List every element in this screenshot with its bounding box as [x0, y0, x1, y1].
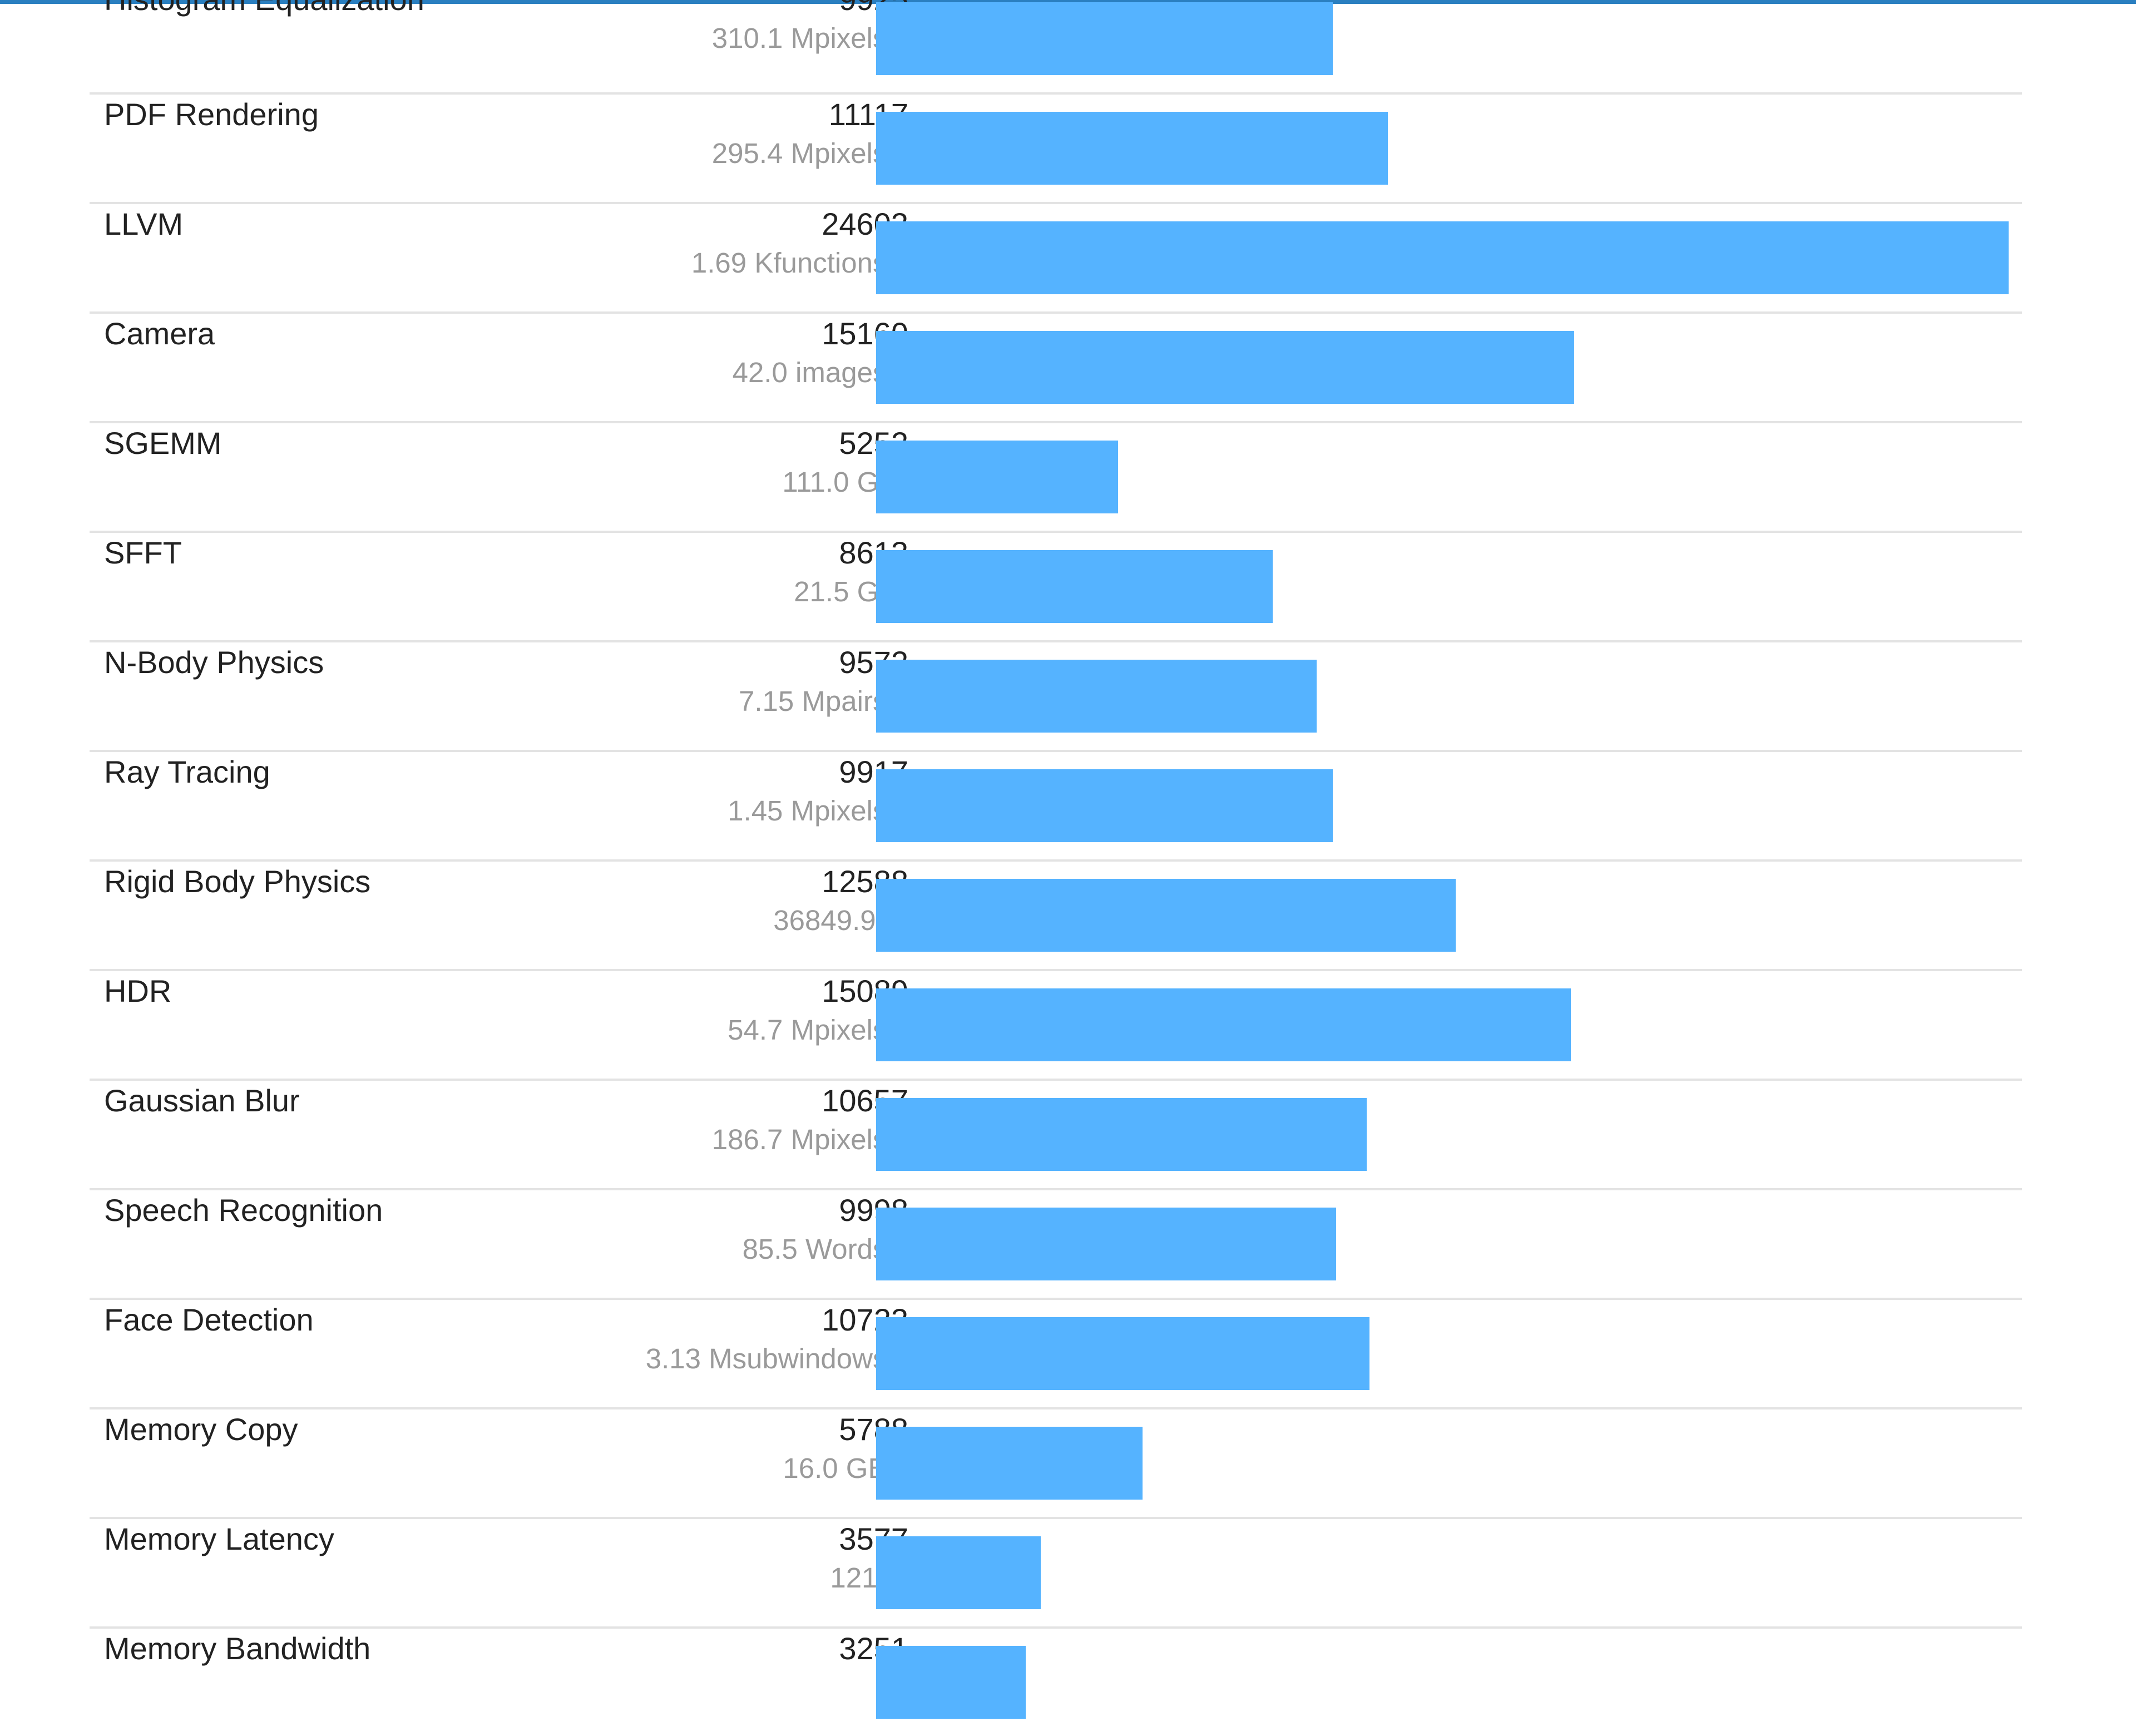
benchmark-row: Face Detection 10723 3.13 Msubwindows/sec: [90, 1300, 2022, 1409]
benchmark-name: N-Body Physics: [104, 645, 324, 680]
benchmark-score-bar: [876, 660, 1317, 733]
benchmark-score-bar: [876, 2, 1333, 75]
benchmark-name: SFFT: [104, 535, 182, 570]
benchmark-row: Gaussian Blur 10657 186.7 Mpixels/sec: [90, 1081, 2022, 1190]
benchmark-row: Speech Recognition 9998 85.5 Words/sec: [90, 1190, 2022, 1300]
benchmark-score-bar: [876, 441, 1118, 513]
benchmark-score-bar: [876, 1427, 1143, 1500]
benchmark-name: HDR: [104, 973, 172, 1008]
benchmark-score-bar: [876, 1646, 1026, 1719]
benchmark-score-bar: [876, 1317, 1369, 1390]
benchmark-row: Camera 15160 42.0 images/sec: [90, 314, 2022, 423]
benchmark-row: N-Body Physics 9572 7.15 Mpairs/sec: [90, 642, 2022, 752]
benchmark-name: Gaussian Blur: [104, 1083, 300, 1118]
benchmark-row: Histogram Equalization9925310.1 Mpixels/…: [90, 0, 2022, 95]
benchmark-score-bar: [876, 331, 1574, 404]
benchmark-score-bar: [876, 1208, 1336, 1280]
benchmark-row: SFFT 8613 21.5 Gflops: [90, 533, 2022, 642]
benchmark-name: Histogram Equalization: [104, 0, 424, 19]
benchmark-results-chart: Histogram Equalization9925310.1 Mpixels/…: [90, 0, 2022, 1736]
benchmark-row: Rigid Body Physics 12588 36849.9 FPS: [90, 862, 2022, 971]
benchmark-name: Memory Bandwidth: [104, 1631, 371, 1666]
top-accent-rule: [0, 0, 2136, 4]
benchmark-name: Camera: [104, 316, 215, 351]
benchmark-score-bar: [876, 1098, 1367, 1171]
benchmark-name: Ray Tracing: [104, 754, 270, 789]
benchmark-row: HDR 15089 54.7 Mpixels/sec: [90, 971, 2022, 1081]
benchmark-name: Rigid Body Physics: [104, 864, 371, 899]
benchmark-name: SGEMM: [104, 426, 222, 461]
benchmark-score-bar: [876, 221, 2009, 294]
benchmark-name: LLVM: [104, 206, 184, 241]
benchmark-row: SGEMM 5252 111.0 Gflops: [90, 423, 2022, 533]
benchmark-score-bar: [876, 879, 1456, 952]
benchmark-row: LLVM 24603 1.69 Kfunctions/sec: [90, 204, 2022, 314]
benchmark-name: Memory Copy: [104, 1412, 298, 1447]
benchmark-score-bar: [876, 769, 1333, 842]
benchmark-name: Memory Latency: [104, 1521, 334, 1556]
benchmark-name: Speech Recognition: [104, 1193, 383, 1228]
benchmark-score-bar: [876, 550, 1273, 623]
benchmark-row: Memory Bandwidth 3251: [90, 1629, 2022, 1736]
benchmark-score-bar: [876, 1536, 1041, 1609]
benchmark-name: PDF Rendering: [104, 97, 319, 132]
benchmark-row: Ray Tracing 9917 1.45 Mpixels/sec: [90, 752, 2022, 862]
benchmark-name: Face Detection: [104, 1302, 314, 1337]
benchmark-row: Memory Copy 5788 16.0 GB/sec: [90, 1409, 2022, 1519]
benchmark-score-bar: [876, 112, 1388, 185]
benchmark-row: PDF Rendering 11117 295.4 Mpixels/sec: [90, 95, 2022, 204]
benchmark-score-bar: [876, 988, 1571, 1061]
